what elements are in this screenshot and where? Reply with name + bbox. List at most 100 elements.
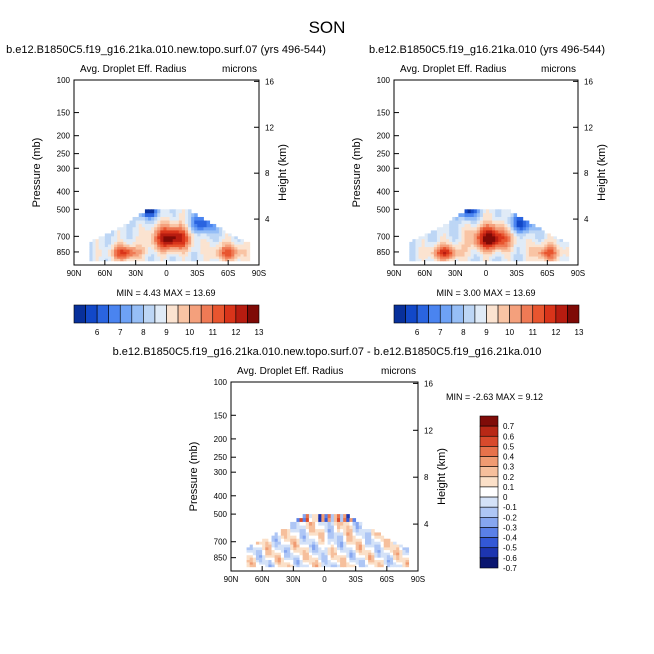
panel-right-cell xyxy=(532,233,536,237)
panel-right-cell xyxy=(418,249,422,253)
panel-right-cell xyxy=(507,239,511,243)
panel-left-cell xyxy=(188,247,192,250)
panel-left-cell xyxy=(141,254,146,257)
panel-diff-cell xyxy=(308,550,313,554)
panel-diff-cell xyxy=(352,529,357,533)
panel-right-cell xyxy=(495,258,499,262)
panel-left-cell xyxy=(141,251,146,255)
panel-right-cell xyxy=(486,227,490,231)
panel-diff-cell xyxy=(312,535,316,540)
panel-right-cell xyxy=(525,249,530,253)
panel-left-cell xyxy=(89,254,93,257)
panel-right-cell xyxy=(510,227,514,231)
panel-right-cell xyxy=(436,236,441,240)
panel-diff-cell xyxy=(349,544,353,548)
panel-left-cell xyxy=(138,216,143,221)
panel-right-cell xyxy=(562,241,567,245)
panel-diff-cell xyxy=(324,552,329,556)
panel-diff-cell xyxy=(259,547,263,551)
panel-right-cell xyxy=(507,256,511,260)
panel-right-cell xyxy=(504,236,508,240)
panel-left-cell xyxy=(129,230,133,234)
panel-right-cell xyxy=(504,213,508,218)
panel-diff-cell xyxy=(355,541,360,545)
panel-diff-cell xyxy=(277,560,282,563)
panel-left-cell xyxy=(144,251,149,255)
panel-right-cell xyxy=(436,233,441,237)
panel-diff-cell xyxy=(324,541,329,545)
panel-right-cell xyxy=(433,233,438,237)
panel-left-cell xyxy=(92,256,96,260)
panel-right-cell xyxy=(470,216,475,221)
panel-left-cell xyxy=(188,236,192,240)
panel-diff-cell xyxy=(299,544,304,548)
panel-left-cell xyxy=(129,233,133,237)
panel-left-cell xyxy=(138,241,143,245)
panel-right-cell xyxy=(455,249,459,253)
panel-left-cell xyxy=(101,254,106,257)
panel-left-cell xyxy=(178,241,183,245)
panel-diff-cell xyxy=(296,555,300,559)
panel-left-cell xyxy=(138,256,143,260)
panel-diff-cell xyxy=(355,525,360,530)
panel-right-cell xyxy=(415,239,419,243)
panel-right-cell xyxy=(519,233,524,237)
panel-left-cell xyxy=(111,249,115,253)
panel-diff-cell xyxy=(361,562,366,565)
panel-right-cell xyxy=(489,258,493,262)
panel-left-cell xyxy=(157,247,161,250)
panel-left-cell xyxy=(209,256,214,260)
panel-left-cell xyxy=(212,241,217,245)
panel-diff-cell xyxy=(302,538,307,543)
panel-diff-cell xyxy=(346,562,350,565)
panel-diff-cell xyxy=(318,541,322,545)
panel-diff-cell xyxy=(358,547,363,551)
panel-left-cell xyxy=(185,256,189,260)
panel-right-cell xyxy=(501,249,505,253)
panel-diff-cell xyxy=(287,535,291,540)
panel-right-xtick-label: 90S xyxy=(571,269,585,278)
panel-left-cell xyxy=(163,251,167,255)
panel-right-cell xyxy=(467,258,472,262)
panel-left-cell xyxy=(237,239,241,243)
panel-left-cell xyxy=(160,209,164,214)
panel-diff-cell xyxy=(330,547,335,551)
panel-diff-cell xyxy=(361,552,366,556)
panel-right-cell xyxy=(489,213,493,218)
panel-diff-cell xyxy=(321,518,325,523)
panel-left-cell xyxy=(138,239,143,243)
panel-right-cell xyxy=(495,236,499,240)
panel-diff-cell xyxy=(283,564,288,568)
panel-diff-cell xyxy=(327,560,332,563)
panel-left-cell xyxy=(181,244,186,248)
panel-left-cell xyxy=(163,213,167,218)
panel-left-cell xyxy=(191,216,195,221)
panel-right-cell xyxy=(418,251,422,255)
panel-diff-cell xyxy=(405,552,410,556)
panel-left-cell xyxy=(120,239,124,243)
colorbar-left-label: 6 xyxy=(95,328,100,337)
panel-right-cell xyxy=(519,230,524,234)
colorbar-diff-swatch xyxy=(479,415,499,427)
panel-left-cell xyxy=(222,241,226,245)
panel-diff-ytick-label: 300 xyxy=(214,468,228,477)
panel-left-cell xyxy=(135,227,140,231)
panel-diff-cell xyxy=(268,544,272,548)
panel-left-cell xyxy=(114,251,118,255)
panel-diff-cell xyxy=(277,532,282,537)
panel-right-cell xyxy=(522,251,527,255)
colorbar-diff-label: -0.6 xyxy=(503,554,517,563)
panel-diff-cell xyxy=(343,555,347,559)
panel-right-cell xyxy=(525,239,530,243)
panel-diff-cell xyxy=(361,525,366,530)
panel-right-cell xyxy=(415,258,419,262)
panel-right-cell xyxy=(476,251,481,255)
panel-left-cell xyxy=(175,258,180,262)
panel-right-cell xyxy=(492,254,496,257)
panel-right-cell xyxy=(464,213,468,218)
panel-diff-cell xyxy=(290,525,294,530)
panel-diff-cell xyxy=(296,552,300,556)
panel-diff-cell xyxy=(361,544,366,548)
panel-diff-cell xyxy=(340,529,344,533)
panel-left-cell xyxy=(144,244,149,248)
